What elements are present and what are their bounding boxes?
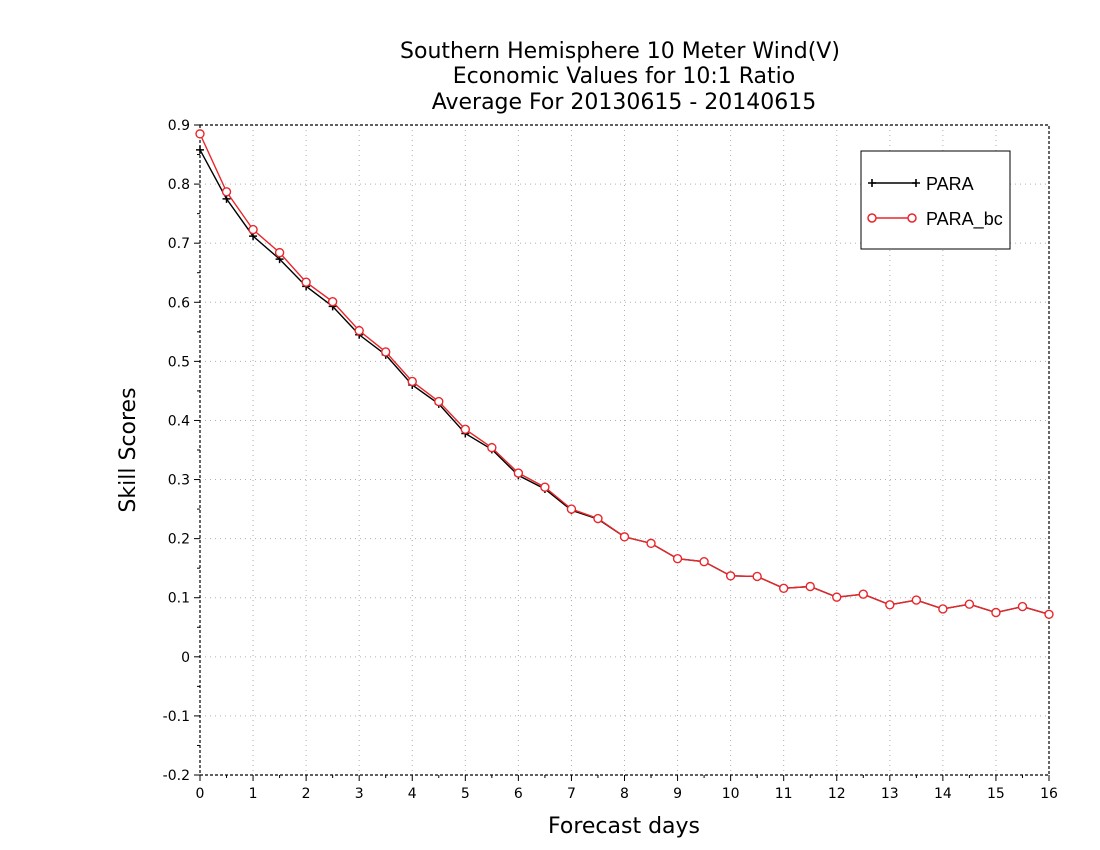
data-point	[593, 513, 603, 524]
x-tick-label: 9	[673, 786, 682, 802]
x-tick-label: 1	[249, 786, 258, 802]
data-point	[221, 187, 232, 197]
x-tick-label: 16	[1040, 786, 1058, 802]
legend-label-para-bc: PARA_bc	[926, 209, 1003, 230]
series-layer	[195, 129, 1054, 619]
title-line-2: Economic Values for 10:1 Ratio	[453, 64, 795, 89]
data-point	[964, 599, 975, 609]
data-point	[513, 468, 524, 478]
data-point	[778, 583, 789, 593]
data-point	[938, 604, 948, 614]
x-tick-label: 14	[934, 786, 952, 802]
y-tick-label: 0.6	[168, 295, 190, 311]
series-para-bc	[195, 129, 1054, 619]
legend-marker-para-bc-2	[907, 213, 917, 223]
data-point	[381, 347, 391, 357]
data-point	[725, 571, 736, 581]
title-line-1: Southern Hemisphere 10 Meter Wind(V)	[400, 39, 840, 64]
data-point	[196, 145, 204, 154]
legend: PARA PARA_bc	[860, 150, 1011, 250]
data-point	[646, 538, 656, 549]
data-point	[805, 581, 815, 592]
data-point	[566, 504, 577, 514]
x-tick-label: 12	[828, 786, 846, 802]
data-point	[885, 600, 895, 610]
data-point	[672, 554, 683, 564]
legend-marker-para	[868, 179, 920, 187]
data-point	[832, 592, 842, 602]
legend-label-para: PARA	[926, 174, 974, 194]
data-point	[487, 442, 497, 453]
title-line-3: Average For 20130615 - 20140615	[432, 90, 817, 115]
x-tick-label: 8	[620, 786, 629, 802]
x-tick-label: 4	[408, 786, 417, 802]
data-point	[248, 224, 258, 235]
grid	[200, 125, 1049, 775]
y-tick-label: 0.3	[168, 473, 190, 489]
data-point	[195, 129, 205, 139]
data-point	[858, 589, 868, 599]
data-point	[752, 571, 762, 582]
y-tick-label: 0.2	[168, 532, 190, 548]
legend-box	[860, 150, 1011, 250]
x-tick-label: 6	[514, 786, 523, 802]
data-point	[354, 325, 364, 336]
x-tick-label: 11	[775, 786, 793, 802]
data-point	[1044, 609, 1054, 619]
data-point	[327, 296, 338, 307]
x-tick-label: 3	[355, 786, 364, 802]
y-tick-label: 0.4	[168, 413, 190, 429]
x-tick-label: 13	[881, 786, 899, 802]
data-point	[540, 482, 550, 492]
x-tick-label: 2	[302, 786, 311, 802]
x-tick-label: 0	[196, 786, 205, 802]
data-point	[460, 424, 471, 435]
data-point	[407, 376, 417, 387]
x-tick-label: 15	[987, 786, 1005, 802]
legend-marker-para-bc-1	[867, 213, 877, 223]
y-tick-label: 0.5	[168, 354, 190, 370]
y-axis-label: Skill Scores	[116, 387, 141, 512]
data-point	[1017, 601, 1028, 612]
y-tick-label: 0.7	[168, 236, 190, 252]
data-point	[991, 607, 1001, 618]
chart-title: Southern Hemisphere 10 Meter Wind(V) Eco…	[400, 39, 840, 115]
x-tick-label: 10	[722, 786, 740, 802]
x-tick-label: 7	[567, 786, 576, 802]
y-tick-label: -0.1	[163, 709, 190, 725]
data-point	[434, 396, 444, 407]
y-tick-label: 0.8	[168, 177, 190, 193]
data-point	[699, 556, 709, 567]
axis-ticks: 0 1 2 3 4 5 6 7 8 9 10 11 12 13 14 15 16-0.2-0.100.10.20…	[163, 118, 1058, 802]
y-tick-label: 0	[181, 650, 190, 666]
y-tick-label: 0.1	[168, 591, 190, 607]
x-axis-label: Forecast days	[548, 814, 700, 839]
data-point	[911, 595, 922, 605]
data-point	[274, 247, 285, 258]
x-tick-label: 5	[461, 786, 470, 802]
y-tick-label: -0.2	[163, 768, 190, 784]
data-point	[301, 277, 311, 287]
y-tick-label: 0.9	[168, 118, 190, 134]
data-point	[619, 532, 630, 542]
